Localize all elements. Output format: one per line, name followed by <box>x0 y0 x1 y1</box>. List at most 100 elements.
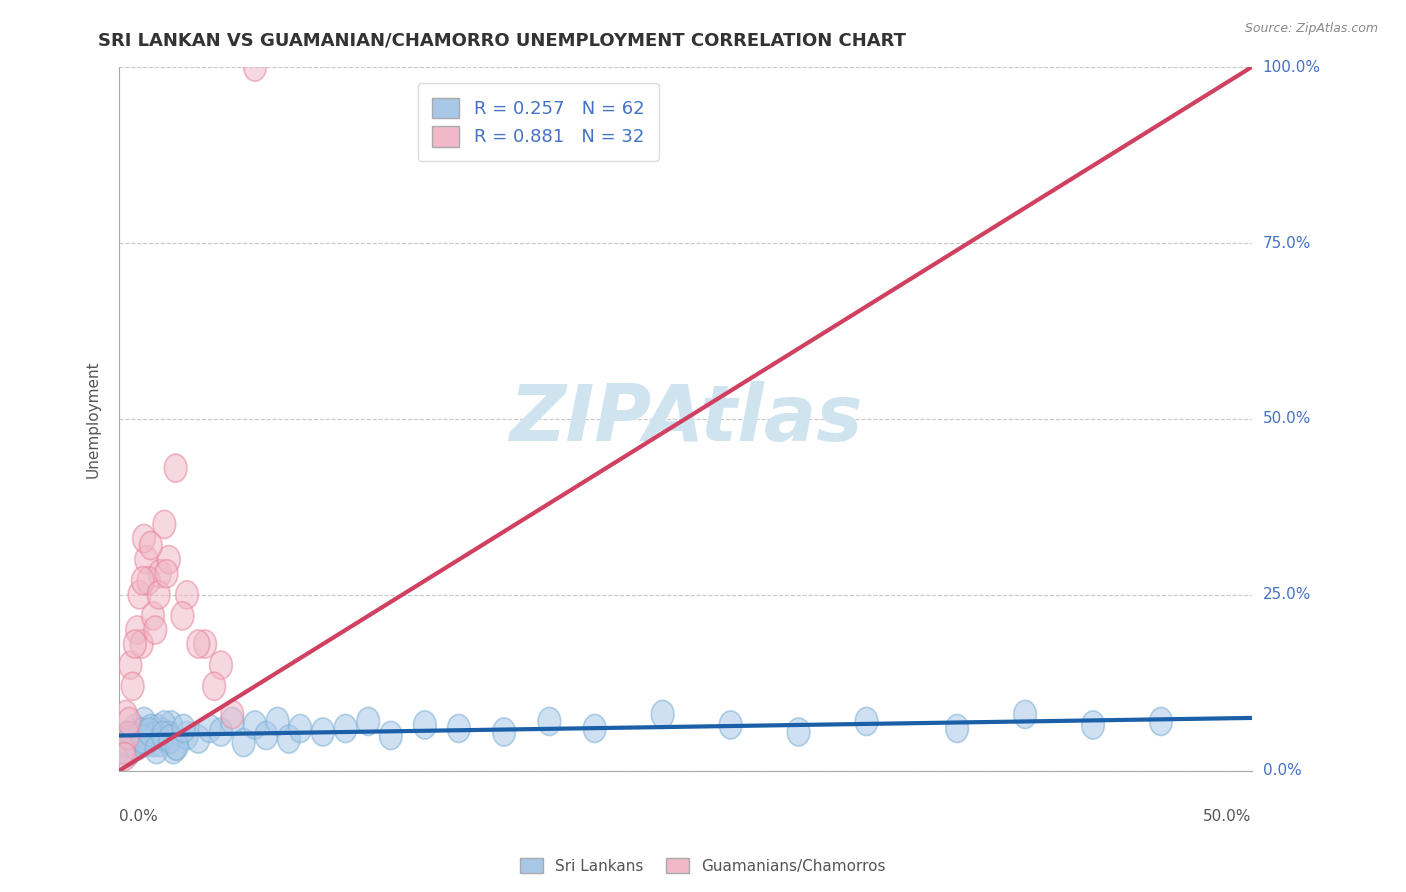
Text: SRI LANKAN VS GUAMANIAN/CHAMORRO UNEMPLOYMENT CORRELATION CHART: SRI LANKAN VS GUAMANIAN/CHAMORRO UNEMPLO… <box>98 31 907 49</box>
Ellipse shape <box>187 630 209 658</box>
Ellipse shape <box>277 725 301 753</box>
Ellipse shape <box>160 711 183 739</box>
Ellipse shape <box>232 729 254 756</box>
Ellipse shape <box>157 722 180 749</box>
Ellipse shape <box>155 725 179 753</box>
Ellipse shape <box>139 532 162 559</box>
Ellipse shape <box>117 739 139 767</box>
Ellipse shape <box>120 651 142 679</box>
Ellipse shape <box>149 559 172 588</box>
Ellipse shape <box>413 711 436 739</box>
Ellipse shape <box>165 454 187 483</box>
Ellipse shape <box>194 630 217 658</box>
Ellipse shape <box>243 53 266 81</box>
Ellipse shape <box>538 707 561 736</box>
Ellipse shape <box>162 736 184 764</box>
Text: Source: ZipAtlas.com: Source: ZipAtlas.com <box>1244 22 1378 36</box>
Ellipse shape <box>209 651 232 679</box>
Ellipse shape <box>131 718 153 746</box>
Ellipse shape <box>651 700 673 729</box>
Ellipse shape <box>132 566 155 595</box>
Ellipse shape <box>492 718 516 746</box>
Ellipse shape <box>121 725 143 753</box>
Ellipse shape <box>157 546 180 574</box>
Text: ZIPAtlas: ZIPAtlas <box>509 381 862 457</box>
Ellipse shape <box>357 707 380 736</box>
Ellipse shape <box>153 711 176 739</box>
Ellipse shape <box>131 630 153 658</box>
Text: 0.0%: 0.0% <box>120 809 157 824</box>
Ellipse shape <box>145 736 167 764</box>
Text: 50.0%: 50.0% <box>1263 411 1310 426</box>
Ellipse shape <box>138 566 160 595</box>
Ellipse shape <box>135 546 157 574</box>
Ellipse shape <box>221 707 243 736</box>
Text: 100.0%: 100.0% <box>1263 60 1320 75</box>
Ellipse shape <box>143 615 167 644</box>
Text: 50.0%: 50.0% <box>1204 809 1251 824</box>
Ellipse shape <box>127 615 149 644</box>
Ellipse shape <box>165 732 187 760</box>
Ellipse shape <box>447 714 470 742</box>
Ellipse shape <box>142 729 165 756</box>
Ellipse shape <box>117 722 139 749</box>
Ellipse shape <box>243 711 266 739</box>
Ellipse shape <box>138 718 160 746</box>
Ellipse shape <box>166 732 188 760</box>
Ellipse shape <box>720 711 742 739</box>
Ellipse shape <box>132 725 155 753</box>
Ellipse shape <box>187 725 209 753</box>
Ellipse shape <box>153 510 176 539</box>
Ellipse shape <box>787 718 810 746</box>
Ellipse shape <box>172 602 194 630</box>
Ellipse shape <box>176 722 198 749</box>
Ellipse shape <box>288 714 312 742</box>
Ellipse shape <box>121 673 143 700</box>
Ellipse shape <box>125 732 148 760</box>
Ellipse shape <box>150 718 173 746</box>
Ellipse shape <box>132 707 155 736</box>
Ellipse shape <box>135 729 157 756</box>
Ellipse shape <box>114 722 138 749</box>
Ellipse shape <box>142 602 165 630</box>
Ellipse shape <box>312 718 335 746</box>
Ellipse shape <box>266 707 288 736</box>
Ellipse shape <box>152 722 174 749</box>
Ellipse shape <box>127 732 149 760</box>
Ellipse shape <box>254 722 277 749</box>
Ellipse shape <box>128 581 150 609</box>
Ellipse shape <box>855 707 877 736</box>
Ellipse shape <box>138 722 160 749</box>
Ellipse shape <box>124 630 146 658</box>
Text: 75.0%: 75.0% <box>1263 235 1310 251</box>
Ellipse shape <box>1014 700 1036 729</box>
Ellipse shape <box>114 700 138 729</box>
Legend: R = 0.257   N = 62, R = 0.881   N = 32: R = 0.257 N = 62, R = 0.881 N = 32 <box>418 83 658 161</box>
Ellipse shape <box>176 581 198 609</box>
Ellipse shape <box>118 707 141 736</box>
Ellipse shape <box>159 725 181 753</box>
Ellipse shape <box>209 718 232 746</box>
Ellipse shape <box>198 714 221 742</box>
Ellipse shape <box>149 729 172 756</box>
Text: 0.0%: 0.0% <box>1263 764 1302 778</box>
Ellipse shape <box>115 729 138 756</box>
Ellipse shape <box>132 524 155 552</box>
Ellipse shape <box>120 722 143 749</box>
Ellipse shape <box>128 729 150 756</box>
Ellipse shape <box>380 722 402 749</box>
Legend: Sri Lankans, Guamanians/Chamorros: Sri Lankans, Guamanians/Chamorros <box>513 852 893 880</box>
Ellipse shape <box>112 736 135 764</box>
Y-axis label: Unemployment: Unemployment <box>86 360 100 478</box>
Ellipse shape <box>946 714 969 742</box>
Ellipse shape <box>148 581 170 609</box>
Ellipse shape <box>124 714 146 742</box>
Ellipse shape <box>335 714 357 742</box>
Ellipse shape <box>202 673 225 700</box>
Ellipse shape <box>583 714 606 742</box>
Ellipse shape <box>1150 707 1173 736</box>
Ellipse shape <box>173 714 195 742</box>
Ellipse shape <box>221 700 243 729</box>
Ellipse shape <box>143 722 167 749</box>
Ellipse shape <box>120 736 142 764</box>
